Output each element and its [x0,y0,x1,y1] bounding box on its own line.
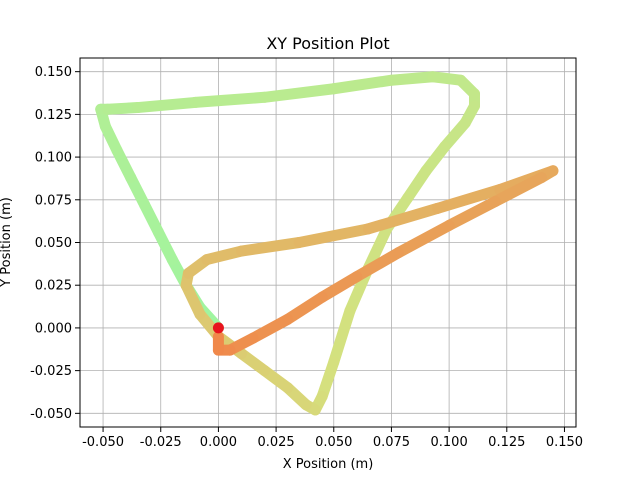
y-axis-ticks: 0.150 0.125 0.100 0.075 0.050 0.025 0.000 -0.02… [30,65,80,422]
grid-lines [80,58,576,427]
x-tick-label: 0.000 [200,435,237,450]
y-tick-label: 0.150 [35,65,72,80]
y-tick-label: -0.050 [30,407,72,422]
y-tick-label: 0.075 [35,193,72,208]
trajectory-segment [316,356,340,402]
trajectory-series [95,71,559,416]
trajectory-segment [282,291,328,325]
x-axis-label: X Position (m) [283,457,374,472]
x-tick-label: -0.025 [140,435,182,450]
chart-title: XY Position Plot [266,34,389,53]
trajectory-segment [385,71,439,86]
x-tick-label: 0.025 [257,435,294,450]
trajectory-segment [362,223,393,274]
trajectory-segment [392,219,455,259]
trajectory-segment [235,237,305,257]
trajectory-segment [201,245,247,266]
y-axis-label: Y Position (m) [0,197,14,288]
y-tick-label: 0.000 [35,321,72,336]
trajectory-segment [351,247,404,283]
trajectory-segment [247,313,294,344]
x-tick-label: 0.125 [488,435,525,450]
trajectory-segment [293,223,374,248]
trajectory-segment [443,196,501,231]
x-tick-label: 0.050 [315,435,352,450]
x-axis-ticks: -0.050 -0.025 0.000 0.025 0.050 0.075 0.100 0.1… [82,427,583,450]
trajectory-segment [489,172,547,207]
trajectory-segment [259,83,340,103]
y-tick-label: 0.050 [35,236,72,251]
y-tick-label: 0.100 [35,151,72,166]
trajectory-segment [132,96,201,114]
y-tick-label: -0.025 [30,364,72,379]
x-tick-label: -0.050 [82,435,124,450]
y-tick-label: 0.125 [35,108,72,123]
y-tick-label: 0.025 [35,279,72,294]
x-tick-label: 0.100 [431,435,468,450]
trajectory-segment [189,91,271,108]
x-tick-label: 0.150 [546,435,583,450]
trajectory-segment [362,202,444,235]
start-point-marker [212,322,224,334]
trajectory-segment [328,305,356,368]
trajectory-segment [316,271,363,303]
trajectory-segment [328,74,397,95]
x-tick-label: 0.075 [373,435,410,450]
trajectory-segment [432,184,506,214]
